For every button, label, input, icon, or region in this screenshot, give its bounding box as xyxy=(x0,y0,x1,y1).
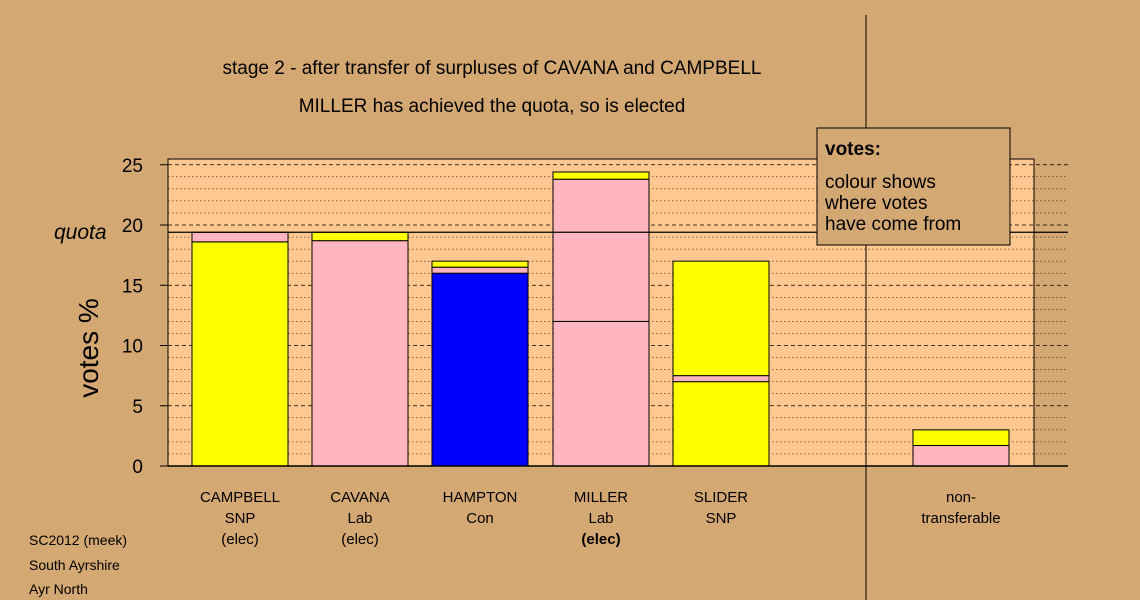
bar-segment xyxy=(552,178,650,322)
y-axis-label: votes % xyxy=(73,298,104,398)
bar-segment xyxy=(552,171,650,180)
footer-line: SC2012 (meek) xyxy=(29,532,128,548)
legend-line: where votes xyxy=(824,193,927,214)
legend-title: votes: xyxy=(825,139,881,160)
bar-segment xyxy=(191,241,289,467)
y-tick-label: 25 xyxy=(122,156,143,177)
legend-line: have come from xyxy=(825,214,961,235)
x-tick-label: CAMPBELL xyxy=(200,489,280,506)
bar-segment xyxy=(672,375,770,383)
bars xyxy=(191,171,1010,467)
y-tick-label: 0 xyxy=(132,457,143,478)
legend-line: colour shows xyxy=(825,172,936,193)
bar-segment xyxy=(672,381,770,467)
x-tick-label: Con xyxy=(466,510,494,527)
bar-segment xyxy=(431,266,529,274)
y-axis: 0 5 10 15 20 25 xyxy=(122,156,168,478)
x-tick-label: CAVANA xyxy=(330,489,389,506)
bar-segment xyxy=(912,445,1010,467)
bar-segment xyxy=(552,320,650,467)
x-tick-label: SLIDER xyxy=(694,489,748,506)
y-tick-label: 10 xyxy=(122,337,143,358)
y-tick-label: 5 xyxy=(132,397,143,418)
x-axis-labels: CAMPBELL SNP (elec) CAVANA Lab (elec) HAMPTON C… xyxy=(200,489,1001,548)
bar-segment xyxy=(431,260,529,268)
footer-line: South Ayrshire xyxy=(29,557,120,573)
bar-segment xyxy=(311,231,409,242)
bar-segment xyxy=(672,260,770,377)
legend-box: votes: colour shows where votes have com… xyxy=(816,127,1011,246)
x-tick-label: SNP xyxy=(706,510,737,527)
x-tick-label: (elec) xyxy=(221,531,259,548)
x-tick-label: Lab xyxy=(588,510,613,527)
bar-segment xyxy=(191,231,289,243)
x-tick-label: Lab xyxy=(347,510,372,527)
footer-line: Ayr North xyxy=(29,581,88,597)
y-tick-label: 20 xyxy=(122,216,143,237)
chart-subtitle: MILLER has achieved the quota, so is ele… xyxy=(299,96,686,117)
chart-title: stage 2 - after transfer of surpluses of… xyxy=(223,58,762,79)
bar-segment xyxy=(912,429,1010,447)
quota-label: quota xyxy=(54,221,107,244)
x-tick-label: HAMPTON xyxy=(443,489,518,506)
x-tick-label: transferable xyxy=(921,510,1000,527)
y-tick-label: 15 xyxy=(122,276,143,297)
x-tick-label: (elec) xyxy=(581,531,620,548)
x-tick-label: (elec) xyxy=(341,531,379,548)
x-tick-label: non- xyxy=(946,489,976,506)
bar-segment xyxy=(311,240,409,467)
x-tick-label: MILLER xyxy=(574,489,628,506)
bar-segment xyxy=(431,272,529,467)
x-tick-label: SNP xyxy=(225,510,256,527)
